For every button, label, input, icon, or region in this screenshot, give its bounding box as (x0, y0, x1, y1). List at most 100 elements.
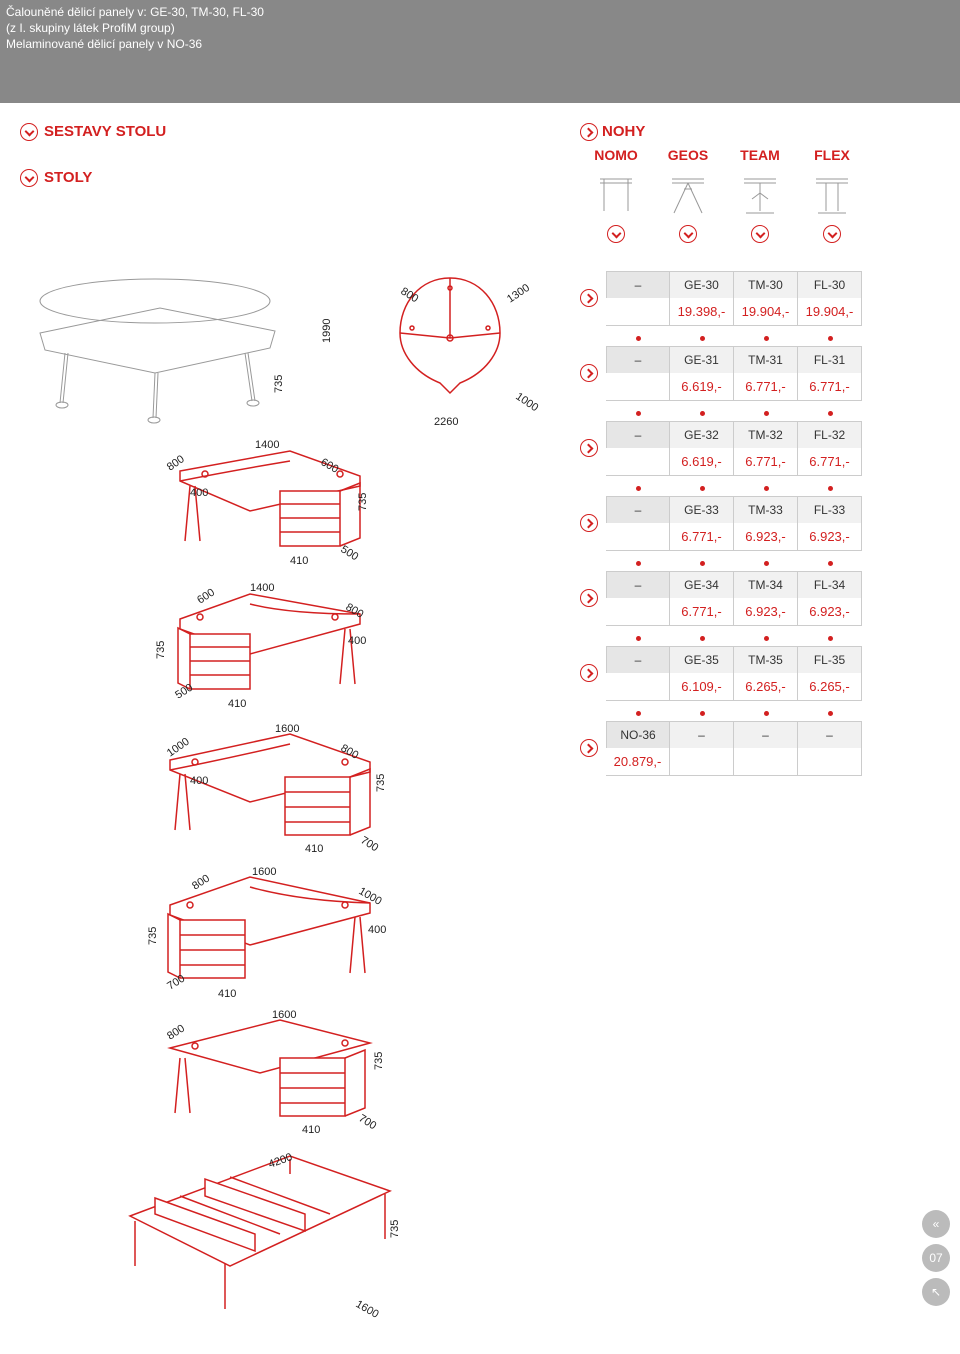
product-price: 6.771,- (798, 448, 862, 475)
leg-icon-flex (796, 171, 868, 219)
product-code: FL-31 (798, 347, 862, 373)
product-price: 6.771,- (670, 523, 734, 550)
product-code: – (606, 647, 670, 673)
leg-icon-team (724, 171, 796, 219)
price-row: –GE-31TM-31FL-316.619,-6.771,-6.771,- (580, 346, 910, 401)
dim: 1400 (250, 582, 274, 594)
product-code: TM-30 (734, 272, 798, 298)
header-line: (z I. skupiny látek ProfiM group) (6, 20, 954, 36)
product-code: FL-30 (798, 272, 862, 298)
product-price: 6.771,- (734, 373, 798, 400)
dim: 1400 (255, 439, 279, 451)
product-code: TM-32 (734, 422, 798, 448)
product-price: 6.771,- (734, 448, 798, 475)
price-grid: NO-36–––20.879,- (606, 721, 862, 776)
dot-icon (764, 636, 769, 641)
dim: 735 (357, 492, 369, 510)
dim: 735 (389, 1219, 401, 1237)
product-price (606, 673, 670, 700)
product-price: 20.879,- (606, 748, 670, 775)
product-code: GE-34 (670, 572, 734, 598)
product-code: FL-32 (798, 422, 862, 448)
price-grid: –GE-33TM-33FL-336.771,-6.923,-6.923,- (606, 496, 862, 551)
product-price: 6.923,- (798, 523, 862, 550)
right-arrow-icon (580, 664, 598, 682)
product-price (606, 298, 670, 325)
dot-icon (828, 486, 833, 491)
dot-icon (828, 711, 833, 716)
down-arrow-icon (20, 123, 38, 141)
leg-col-geos: GEOS (652, 147, 724, 171)
dim: 735 (375, 773, 387, 791)
dot-icon (636, 411, 641, 416)
product-code: – (606, 572, 670, 598)
right-arrow-icon (580, 439, 598, 457)
dot-icon (828, 636, 833, 641)
dot-icon (636, 636, 641, 641)
dim: 735 (147, 926, 159, 944)
down-arrow-icon (20, 169, 38, 187)
dim: 800 (165, 1022, 187, 1042)
product-code: GE-30 (670, 272, 734, 298)
dim: 800 (398, 285, 420, 305)
section-label-text: NOHY (602, 123, 645, 140)
product-price: 6.923,- (798, 598, 862, 625)
dim: 1990 (321, 318, 333, 342)
leg-col-nomo: NOMO (580, 147, 652, 171)
dot-icon (636, 336, 641, 341)
product-price: 6.109,- (670, 673, 734, 700)
product-price (606, 523, 670, 550)
diagram-row-1: 2260 1990 735 1300 1000 800 (20, 253, 580, 428)
product-code: TM-31 (734, 347, 798, 373)
product-code: – (606, 272, 670, 298)
dim: 2260 (434, 416, 458, 428)
dot-icon (700, 636, 705, 641)
leg-col-flex: FLEX (796, 147, 868, 171)
price-grid: –GE-30TM-30FL-3019.398,-19.904,-19.904,- (606, 271, 862, 326)
rewind-button[interactable]: « (922, 1210, 950, 1238)
product-code: FL-35 (798, 647, 862, 673)
right-arrow-icon (580, 589, 598, 607)
leg-icon-geos (652, 171, 724, 219)
cursor-icon[interactable]: ↖ (922, 1278, 950, 1306)
product-price (798, 748, 862, 775)
dot-icon (764, 411, 769, 416)
section-nohy: NOHY (580, 123, 910, 141)
product-code: – (670, 722, 734, 748)
dim: 400 (190, 487, 208, 499)
dim: 410 (305, 843, 323, 855)
product-code: – (606, 422, 670, 448)
diagram-row-5: 1600 735 800 1000 400 700 410 (20, 865, 580, 1000)
dot-icon (636, 486, 641, 491)
separator-dots (606, 486, 910, 491)
dim: 1600 (354, 1298, 381, 1321)
header-line: Čalouněné dělicí panely v: GE-30, TM-30,… (6, 4, 954, 20)
product-code: NO-36 (606, 722, 670, 748)
product-code: TM-33 (734, 497, 798, 523)
dim: 400 (348, 635, 366, 647)
page-number-badge: 07 (922, 1244, 950, 1272)
dim: 500 (338, 543, 360, 563)
dim: 1600 (252, 866, 276, 878)
product-code: FL-34 (798, 572, 862, 598)
product-price: 6.619,- (670, 448, 734, 475)
dim: 735 (155, 640, 167, 658)
dim: 1300 (505, 281, 532, 305)
separator-dots (606, 336, 910, 341)
dim: 600 (195, 586, 217, 606)
header-line: Melaminované dělicí panely v NO-36 (6, 36, 954, 52)
leg-icon-nomo (580, 171, 652, 219)
right-arrow-icon (580, 514, 598, 532)
dot-icon (700, 561, 705, 566)
down-arrow-icon (751, 225, 769, 243)
separator-dots (606, 561, 910, 566)
product-code: – (798, 722, 862, 748)
right-arrow-icon (580, 123, 598, 141)
dim: 800 (190, 872, 212, 892)
product-price: 6.265,- (798, 673, 862, 700)
product-price: 6.771,- (798, 373, 862, 400)
dim: 400 (368, 924, 386, 936)
price-grid: –GE-31TM-31FL-316.619,-6.771,-6.771,- (606, 346, 862, 401)
down-arrows-row (580, 225, 910, 243)
header-notes: Čalouněné dělicí panely v: GE-30, TM-30,… (0, 0, 960, 103)
